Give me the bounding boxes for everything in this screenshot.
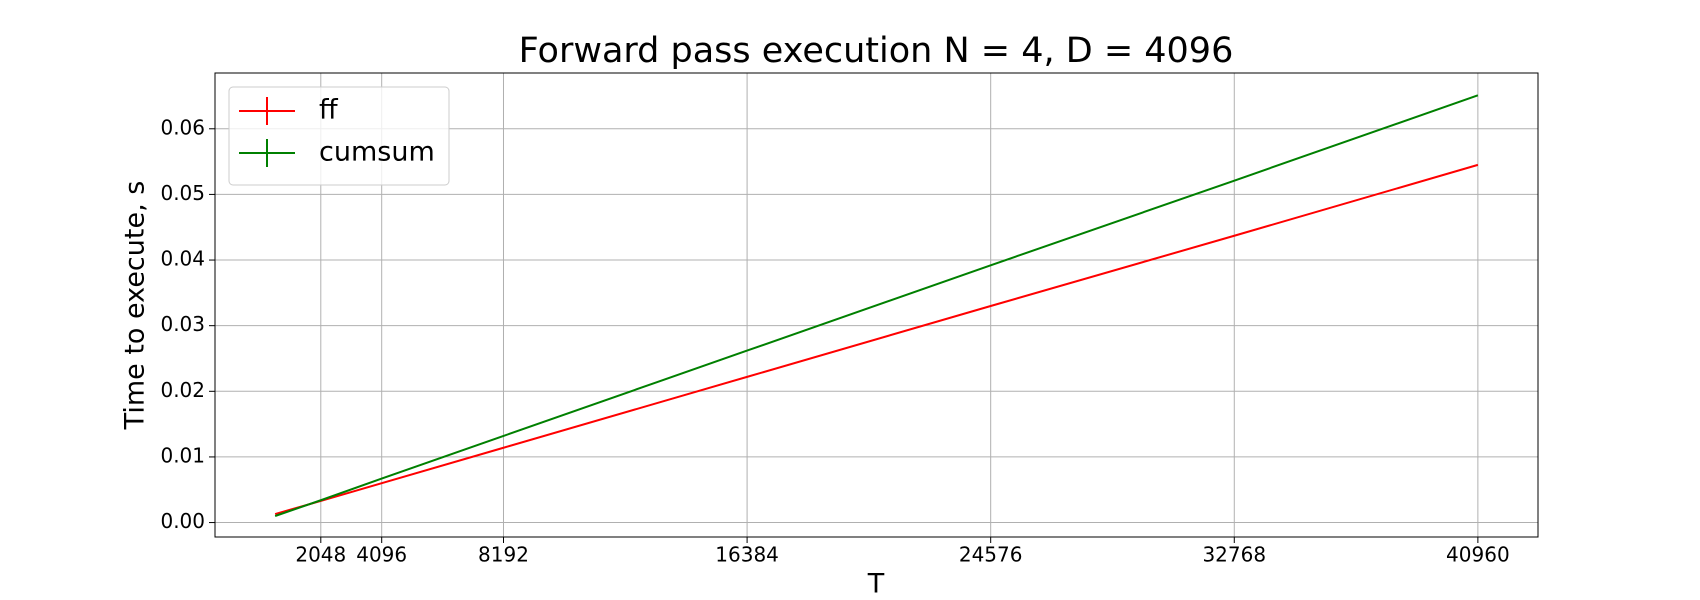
y-tick-label: 0.02 [160, 378, 205, 402]
y-tick-label: 0.06 [160, 115, 205, 139]
x-tick-label: 32768 [1202, 543, 1266, 567]
y-tick-label: 0.00 [160, 509, 205, 533]
plot-frame [214, 72, 1539, 538]
x-tick-label: 16384 [715, 543, 779, 567]
y-tick-label: 0.01 [160, 443, 205, 467]
y-tick-label: 0.05 [160, 181, 205, 205]
legend-label: cumsum [319, 137, 435, 168]
legend-label: ff [319, 95, 339, 126]
x-tick-label: 4096 [356, 543, 407, 567]
data-line [274, 163, 1479, 515]
data-line [274, 94, 1479, 517]
y-tick-label: 0.04 [160, 247, 205, 271]
y-tick-label: 0.03 [160, 312, 205, 336]
x-tick-label: 24576 [959, 543, 1023, 567]
y-axis-label: Time to execute, s [120, 181, 151, 431]
x-tick-label: 2048 [295, 543, 346, 567]
x-tick-label: 8192 [478, 543, 529, 567]
x-tick-label: 40960 [1446, 543, 1510, 567]
chart-title: Forward pass execution N = 4, D = 4096 [519, 31, 1234, 71]
x-axis-label: T [867, 569, 885, 600]
